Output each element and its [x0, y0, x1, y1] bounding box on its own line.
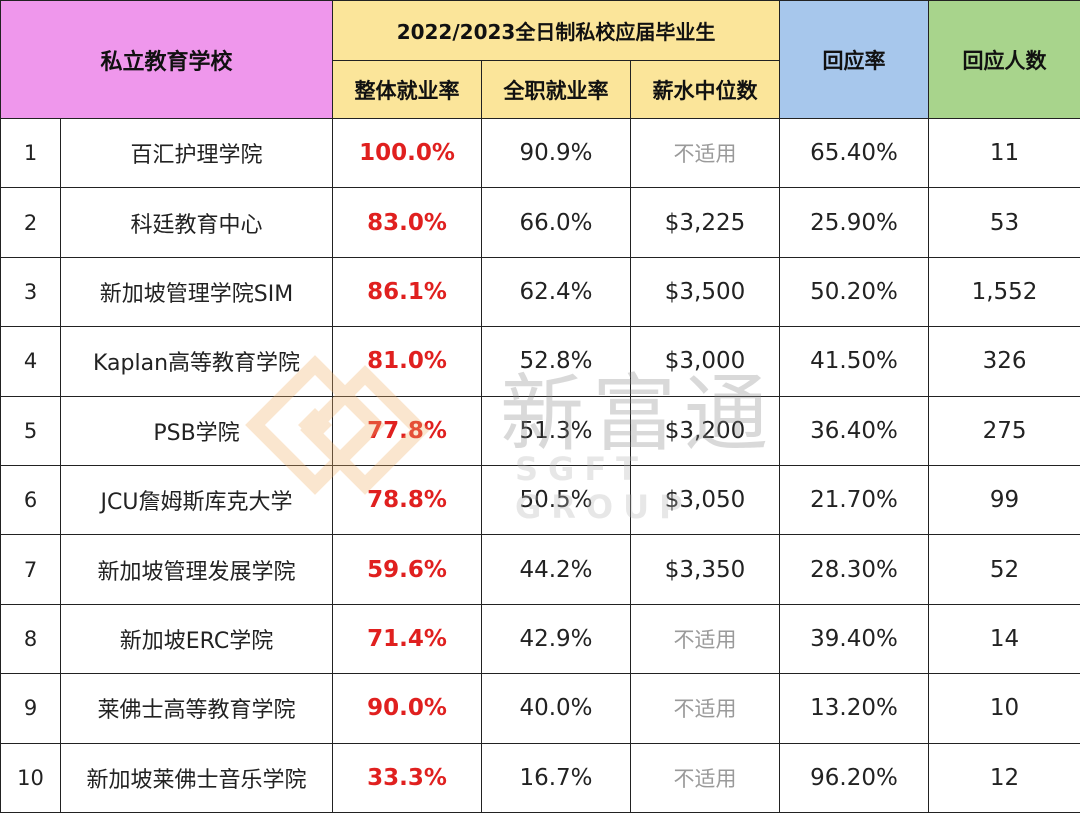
median-salary-cell: 不适用	[630, 673, 781, 744]
median-salary-cell: $3,050	[630, 464, 781, 536]
fulltime-employment-cell: 66.0%	[481, 187, 632, 258]
table-body: 1 百汇护理学院 100.0% 90.9% 不适用 65.40% 11 2 科廷教育中心 83.0…	[0, 117, 1080, 813]
fulltime-employment-cell: 40.0%	[481, 673, 632, 744]
fulltime-employment-cell: 90.9%	[481, 117, 632, 189]
school-name-cell: 新加坡管理发展学院	[59, 534, 334, 605]
school-column-header: 私立教育学校	[0, 0, 334, 119]
median-salary-cell: $3,225	[630, 187, 781, 258]
response-count-cell: 1,552	[928, 256, 1080, 328]
school-name-cell: 百汇护理学院	[59, 117, 334, 189]
row-index: 1	[0, 117, 61, 189]
overall-employment-cell: 78.8%	[332, 464, 483, 536]
school-name-cell: 新加坡管理学院SIM	[59, 256, 334, 328]
response-count-header: 回应人数	[928, 0, 1080, 119]
table-row: 4 Kaplan高等教育学院 81.0% 52.8% $3,000 41.50% 326	[0, 326, 1080, 397]
overall-employment-cell: 83.0%	[332, 187, 483, 258]
median-salary-cell: $3,200	[630, 395, 781, 466]
response-rate-cell: 65.40%	[779, 117, 930, 189]
school-name-cell: 科廷教育中心	[59, 187, 334, 258]
row-index: 5	[0, 395, 61, 466]
school-name-cell: Kaplan高等教育学院	[59, 326, 334, 397]
overall-employment-cell: 71.4%	[332, 603, 483, 675]
response-rate-cell: 28.30%	[779, 534, 930, 605]
graduate-group-header: 2022/2023全日制私校应届毕业生	[332, 0, 781, 61]
response-rate-header: 回应率	[779, 0, 930, 119]
response-rate-cell: 96.20%	[779, 742, 930, 813]
response-count-cell: 53	[928, 187, 1080, 258]
response-count-cell: 12	[928, 742, 1080, 813]
table-row: 5 PSB学院 77.8% 51.3% $3,200 36.40% 275	[0, 395, 1080, 466]
fulltime-employment-cell: 52.8%	[481, 326, 632, 397]
median-salary-cell: 不适用	[630, 117, 781, 189]
overall-employment-header: 整体就业率	[332, 60, 483, 119]
response-count-cell: 10	[928, 673, 1080, 744]
row-index: 8	[0, 603, 61, 675]
table-row: 10 新加坡莱佛士音乐学院 33.3% 16.7% 不适用 96.20% 12	[0, 742, 1080, 813]
response-rate-cell: 36.40%	[779, 395, 930, 466]
response-rate-cell: 21.70%	[779, 464, 930, 536]
school-name-cell: 莱佛士高等教育学院	[59, 673, 334, 744]
school-name-cell: PSB学院	[59, 395, 334, 466]
table-row: 6 JCU詹姆斯库克大学 78.8% 50.5% $3,050 21.70% 99	[0, 464, 1080, 536]
table-row: 2 科廷教育中心 83.0% 66.0% $3,225 25.90% 53	[0, 187, 1080, 258]
response-count-cell: 11	[928, 117, 1080, 189]
overall-employment-cell: 81.0%	[332, 326, 483, 397]
row-index: 9	[0, 673, 61, 744]
fulltime-employment-cell: 51.3%	[481, 395, 632, 466]
response-count-cell: 52	[928, 534, 1080, 605]
overall-employment-cell: 86.1%	[332, 256, 483, 328]
response-count-cell: 99	[928, 464, 1080, 536]
median-salary-cell: 不适用	[630, 603, 781, 675]
response-rate-cell: 39.40%	[779, 603, 930, 675]
row-index: 10	[0, 742, 61, 813]
median-salary-cell: $3,500	[630, 256, 781, 328]
response-rate-cell: 50.20%	[779, 256, 930, 328]
overall-employment-cell: 33.3%	[332, 742, 483, 813]
table-row: 1 百汇护理学院 100.0% 90.9% 不适用 65.40% 11	[0, 117, 1080, 189]
row-index: 6	[0, 464, 61, 536]
median-salary-cell: $3,000	[630, 326, 781, 397]
fulltime-employment-cell: 16.7%	[481, 742, 632, 813]
response-rate-cell: 13.20%	[779, 673, 930, 744]
fulltime-employment-cell: 50.5%	[481, 464, 632, 536]
fulltime-employment-cell: 44.2%	[481, 534, 632, 605]
median-salary-cell: $3,350	[630, 534, 781, 605]
overall-employment-cell: 90.0%	[332, 673, 483, 744]
row-index: 7	[0, 534, 61, 605]
table-row: 8 新加坡ERC学院 71.4% 42.9% 不适用 39.40% 14	[0, 603, 1080, 675]
response-count-cell: 14	[928, 603, 1080, 675]
response-rate-cell: 25.90%	[779, 187, 930, 258]
overall-employment-cell: 77.8%	[332, 395, 483, 466]
overall-employment-cell: 59.6%	[332, 534, 483, 605]
response-count-cell: 275	[928, 395, 1080, 466]
response-rate-cell: 41.50%	[779, 326, 930, 397]
school-name-cell: JCU詹姆斯库克大学	[59, 464, 334, 536]
median-salary-header: 薪水中位数	[630, 60, 781, 119]
row-index: 4	[0, 326, 61, 397]
table-row: 7 新加坡管理发展学院 59.6% 44.2% $3,350 28.30% 52	[0, 534, 1080, 605]
fulltime-employment-cell: 42.9%	[481, 603, 632, 675]
row-index: 2	[0, 187, 61, 258]
fulltime-employment-cell: 62.4%	[481, 256, 632, 328]
table-row: 9 莱佛士高等教育学院 90.0% 40.0% 不适用 13.20% 10	[0, 673, 1080, 744]
overall-employment-cell: 100.0%	[332, 117, 483, 189]
fulltime-employment-header: 全职就业率	[481, 60, 632, 119]
school-name-cell: 新加坡ERC学院	[59, 603, 334, 675]
response-count-cell: 326	[928, 326, 1080, 397]
table-row: 3 新加坡管理学院SIM 86.1% 62.4% $3,500 50.20% 1,552	[0, 256, 1080, 328]
row-index: 3	[0, 256, 61, 328]
median-salary-cell: 不适用	[630, 742, 781, 813]
school-name-cell: 新加坡莱佛士音乐学院	[59, 742, 334, 813]
